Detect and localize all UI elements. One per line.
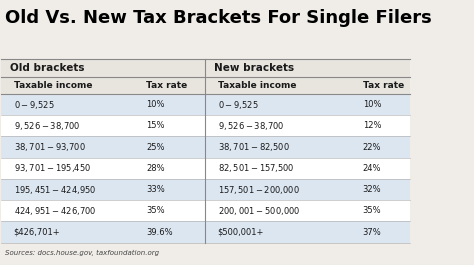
Text: Tax rate: Tax rate — [363, 81, 404, 90]
Text: $82,501-$157,500: $82,501-$157,500 — [218, 162, 294, 174]
Bar — [1, 77, 410, 94]
Text: $0-$9,525: $0-$9,525 — [218, 99, 258, 111]
Text: Old Vs. New Tax Brackets For Single Filers: Old Vs. New Tax Brackets For Single File… — [6, 9, 432, 27]
Text: 10%: 10% — [146, 100, 165, 109]
Bar — [1, 221, 410, 243]
Text: Old brackets: Old brackets — [9, 63, 84, 73]
Text: 28%: 28% — [146, 164, 165, 173]
Text: $500,001+: $500,001+ — [218, 228, 264, 237]
Text: $93,701-$195,450: $93,701-$195,450 — [14, 162, 91, 174]
Text: 25%: 25% — [146, 143, 165, 152]
Bar — [1, 179, 410, 200]
Text: 33%: 33% — [146, 185, 165, 194]
Text: $0-$9,525: $0-$9,525 — [14, 99, 55, 111]
Text: 32%: 32% — [363, 185, 381, 194]
Bar — [1, 59, 410, 77]
Text: $38,701-$82,500: $38,701-$82,500 — [218, 141, 290, 153]
Text: Sources: docs.house.gov, taxfoundation.org: Sources: docs.house.gov, taxfoundation.o… — [6, 250, 160, 256]
Text: $9,526-$38,700: $9,526-$38,700 — [218, 120, 284, 132]
Text: $200,001-$500,000: $200,001-$500,000 — [218, 205, 300, 217]
Bar — [1, 200, 410, 221]
Text: $157,501-$200,000: $157,501-$200,000 — [218, 184, 300, 196]
Text: 35%: 35% — [363, 206, 381, 215]
Text: 24%: 24% — [363, 164, 381, 173]
Text: $195,451-$424,950: $195,451-$424,950 — [14, 184, 96, 196]
Text: $38,701-$93,700: $38,701-$93,700 — [14, 141, 85, 153]
Text: Taxable income: Taxable income — [218, 81, 296, 90]
Bar — [1, 115, 410, 136]
Text: 39.6%: 39.6% — [146, 228, 173, 237]
Text: 12%: 12% — [363, 121, 381, 130]
Text: 15%: 15% — [146, 121, 165, 130]
Text: $426,701+: $426,701+ — [14, 228, 60, 237]
Text: 37%: 37% — [363, 228, 382, 237]
Bar — [1, 94, 410, 115]
Text: Tax rate: Tax rate — [146, 81, 188, 90]
Text: 10%: 10% — [363, 100, 381, 109]
Text: $424,951-$426,700: $424,951-$426,700 — [14, 205, 96, 217]
Text: $9,526-$38,700: $9,526-$38,700 — [14, 120, 80, 132]
Text: 22%: 22% — [363, 143, 381, 152]
Text: New brackets: New brackets — [214, 63, 294, 73]
Bar — [1, 136, 410, 158]
Text: Taxable income: Taxable income — [14, 81, 92, 90]
Bar — [1, 158, 410, 179]
Text: 35%: 35% — [146, 206, 165, 215]
